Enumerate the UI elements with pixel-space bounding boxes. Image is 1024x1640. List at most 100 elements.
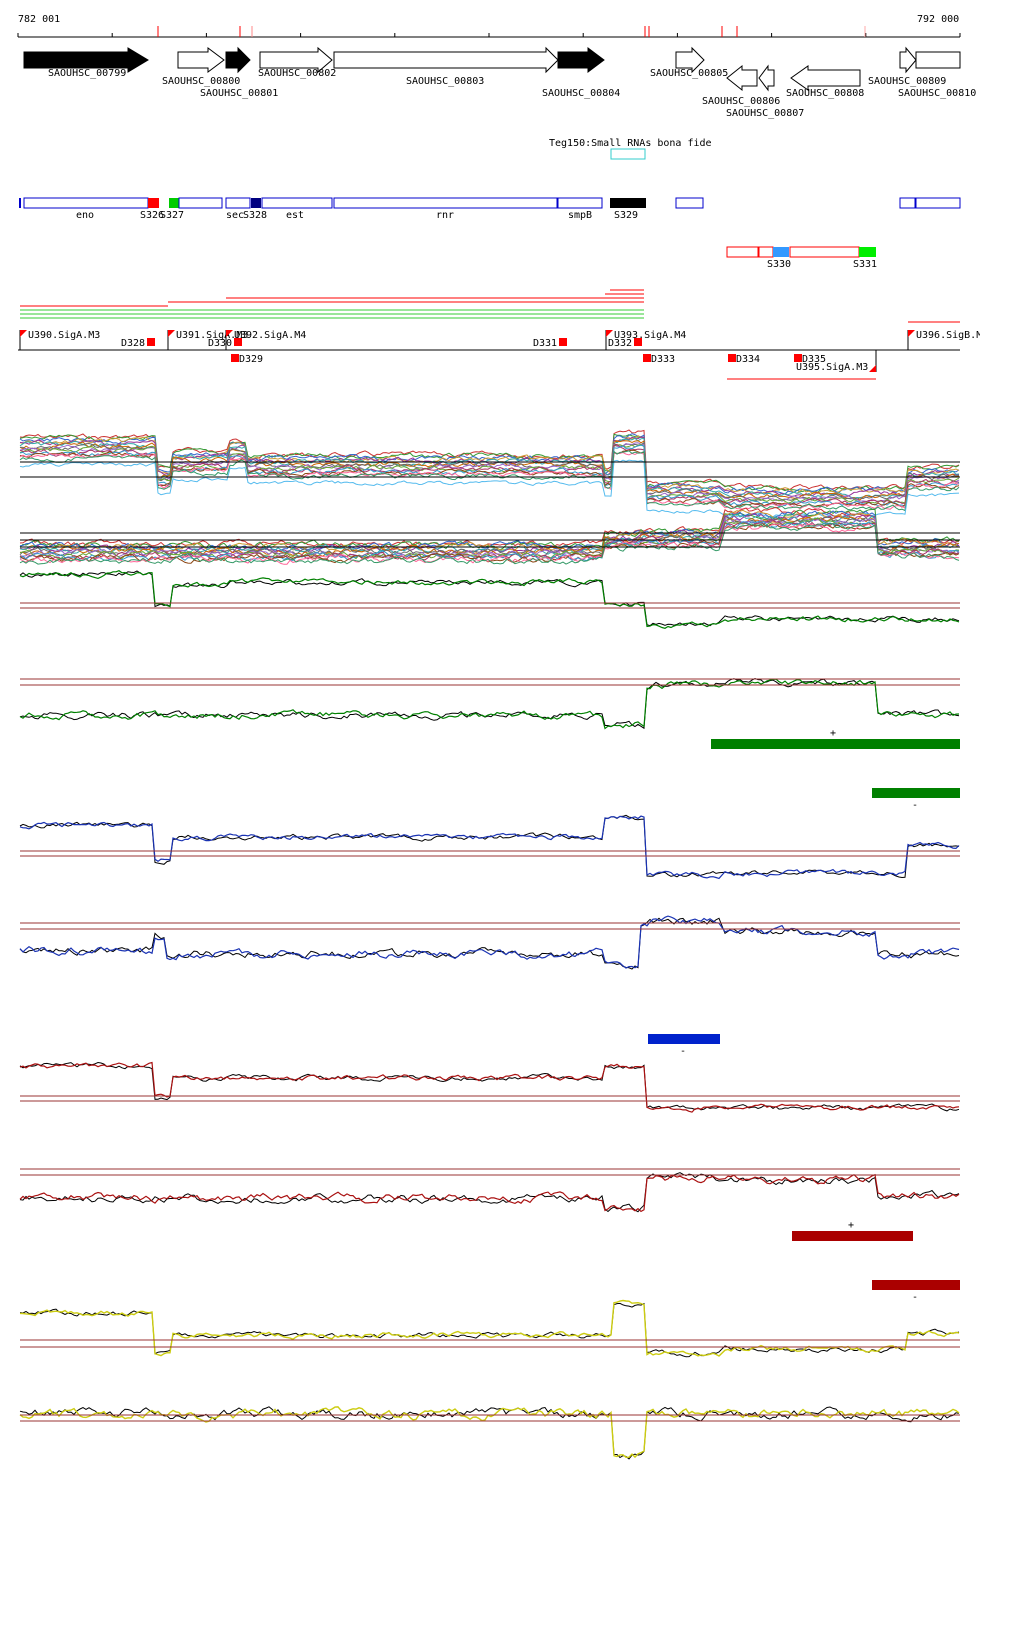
annot-label-S328: S328 <box>243 210 267 221</box>
promoter-label-U393: U393.SigA.M4 <box>614 330 686 341</box>
multi-sample-trace <box>19 508 960 551</box>
annot-label-rnr: rnr <box>436 210 454 221</box>
gene-label-00810: SAOUHSC_00810 <box>898 88 976 99</box>
annot-S331[interactable] <box>859 247 876 257</box>
segment-red-plus[interactable] <box>792 1231 913 1241</box>
multi-sample-trace <box>19 506 960 549</box>
gene-arrow-00802[interactable] <box>259 46 333 74</box>
annot-S329[interactable] <box>610 198 646 208</box>
gene-label-00800: SAOUHSC_00800 <box>162 76 240 87</box>
annot-left-stub <box>19 198 21 208</box>
red-sample-trace <box>19 1173 960 1213</box>
promoter-label-U392: U392.SigA.M4 <box>234 330 306 341</box>
multi-sample-trace <box>19 459 960 518</box>
annot-label-S331: S331 <box>853 259 877 270</box>
yellow-sample-trace <box>19 1299 960 1357</box>
segment-bars: + - - + - <box>648 728 960 1303</box>
annotation-track: eno S326 S327 sec S328 est rnr smpB S329… <box>19 197 961 270</box>
transcript-lines <box>20 289 960 323</box>
gene-label-00808: SAOUHSC_00808 <box>786 88 864 99</box>
gene-arrow-00808[interactable] <box>790 65 861 91</box>
blue-sample-trace <box>19 915 960 969</box>
annot-label-S330: S330 <box>767 259 791 270</box>
segment-green-minus[interactable] <box>872 788 960 798</box>
gene-arrow-00810[interactable] <box>915 51 961 69</box>
downstream-label-D332: D332 <box>608 338 632 349</box>
gene-arrow-00803[interactable] <box>333 46 559 74</box>
downstream-label-D331: D331 <box>533 338 557 349</box>
gene-arrow-00807[interactable] <box>758 64 775 92</box>
small-rna-box[interactable] <box>610 148 646 160</box>
annot-red-box-1[interactable] <box>726 246 759 258</box>
gene-arrow-00805[interactable] <box>675 46 705 74</box>
promoter-U392[interactable] <box>225 330 233 350</box>
blue-sample-trace <box>19 917 960 970</box>
segment-blue-minus[interactable] <box>648 1034 720 1044</box>
multi-sample-trace <box>19 433 960 493</box>
gene-label-00803: SAOUHSC_00803 <box>406 76 484 87</box>
annot-rnr[interactable] <box>333 197 558 209</box>
annot-S327[interactable] <box>169 198 179 208</box>
genome-browser-view: 782 001 792 000 SAOUHSC_00799 SAOUHSC_00… <box>17 14 980 1460</box>
small-rna-label: Teg150:Small RNAs bona fide <box>549 138 712 149</box>
annot-label-S326: S326 <box>140 210 164 221</box>
promoter-U390[interactable] <box>19 330 27 350</box>
blue-sample-trace <box>19 815 960 880</box>
downstream-D333[interactable] <box>643 354 651 362</box>
annot-box-900[interactable] <box>899 197 916 209</box>
annot-S330[interactable] <box>773 247 789 257</box>
annot-label-smpB: smpB <box>568 210 592 221</box>
annot-eno[interactable] <box>23 197 149 209</box>
promoter-U391[interactable] <box>167 330 175 350</box>
annot-S326[interactable] <box>148 198 159 208</box>
annot-est[interactable] <box>261 197 333 209</box>
downstream-D331[interactable] <box>559 338 567 346</box>
gene-arrow-00806[interactable] <box>726 64 758 92</box>
annot-smpB[interactable] <box>557 197 603 209</box>
promoter-U393[interactable] <box>605 330 613 350</box>
annot-S328[interactable] <box>251 198 261 208</box>
gene-arrow-00804[interactable] <box>557 47 605 73</box>
gene-label-00804: SAOUHSC_00804 <box>542 88 620 99</box>
promoter-U396[interactable] <box>907 330 915 350</box>
downstream-label-D329: D329 <box>239 354 263 365</box>
coordinate-ruler: 782 001 792 000 <box>17 14 961 38</box>
downstream-D334[interactable] <box>728 354 736 362</box>
multi-sample-trace <box>19 429 960 491</box>
gene-label-00799: SAOUHSC_00799 <box>48 68 126 79</box>
gene-arrow-00800[interactable] <box>177 47 225 73</box>
multi-sample-trace <box>19 443 959 507</box>
annot-box-180[interactable] <box>178 197 223 209</box>
gene-arrow-00801[interactable] <box>225 46 251 74</box>
gene-label-00807: SAOUHSC_00807 <box>726 108 804 119</box>
annot-red-box-2[interactable] <box>758 246 774 258</box>
segment-green-plus[interactable] <box>711 739 960 749</box>
downstream-D330[interactable] <box>234 338 242 346</box>
downstream-D329[interactable] <box>231 354 239 362</box>
downstream-D335[interactable] <box>794 354 802 362</box>
downstream-D328[interactable] <box>147 338 155 346</box>
gene-label-00801: SAOUHSC_00801 <box>200 88 278 99</box>
gene-label-00805: SAOUHSC_00805 <box>650 68 728 79</box>
expression-tracks <box>19 429 960 1460</box>
segment-red-minus[interactable] <box>872 1280 960 1290</box>
annot-label-sec: sec <box>226 210 244 221</box>
downstream-D332[interactable] <box>634 338 642 346</box>
red-sample-trace <box>19 1061 960 1112</box>
promoter-track: U390.SigA.M3 U391.SigA.M3 U392.SigA.M4 U… <box>18 330 980 380</box>
red-sample-trace <box>19 1061 960 1113</box>
promoter-U395[interactable] <box>869 350 877 372</box>
promoter-label-U396: U396.SigB.M <box>916 330 980 341</box>
gene-arrow-00799[interactable] <box>23 47 149 73</box>
multi-sample-trace <box>19 517 960 560</box>
gene-arrow-00809[interactable] <box>899 46 917 74</box>
gene-label-00809: SAOUHSC_00809 <box>868 76 946 87</box>
blue-sample-trace <box>19 814 960 879</box>
annot-box-676[interactable] <box>675 197 704 209</box>
downstream-label-D330: D330 <box>208 338 232 349</box>
annot-sec[interactable] <box>225 197 251 209</box>
annot-box-916[interactable] <box>915 197 961 209</box>
annot-label-eno: eno <box>76 210 94 221</box>
gene-label-00806: SAOUHSC_00806 <box>702 96 780 107</box>
annot-red-box-3[interactable] <box>789 246 860 258</box>
